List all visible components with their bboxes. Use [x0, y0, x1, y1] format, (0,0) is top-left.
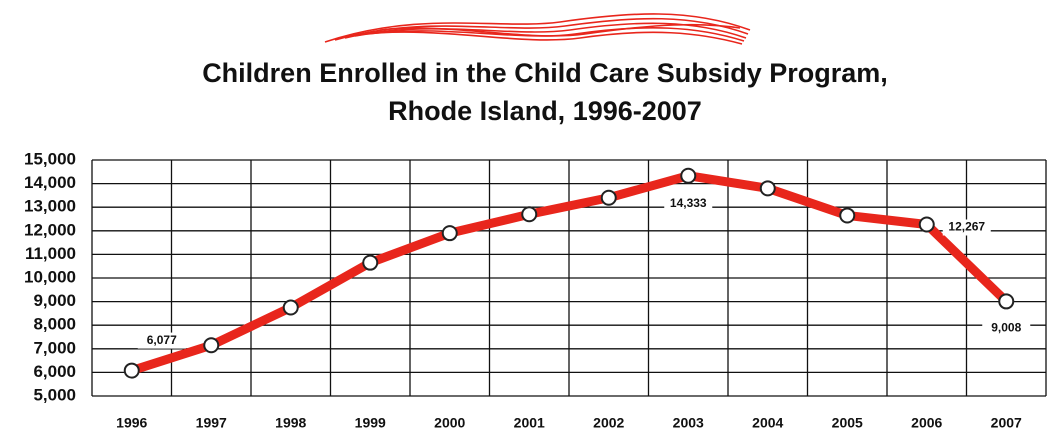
y-tick-label: 5,000 [33, 385, 76, 404]
data-point [600, 189, 617, 206]
x-tick-label: 2007 [991, 415, 1022, 431]
x-tick-label: 1998 [275, 415, 306, 431]
y-tick-label: 12,000 [24, 220, 76, 239]
x-tick-label: 2000 [434, 415, 465, 431]
y-tick-label: 15,000 [24, 149, 76, 168]
chart-title: Children Enrolled in the Child Care Subs… [202, 58, 888, 126]
x-tick-label: 1999 [355, 415, 386, 431]
y-tick-label: 14,000 [24, 173, 76, 192]
data-point [759, 180, 776, 197]
x-tick-label: 2006 [911, 415, 942, 431]
data-point [203, 337, 220, 354]
x-tick-label: 2002 [593, 415, 624, 431]
x-tick-label: 1996 [116, 415, 147, 431]
y-tick-label: 8,000 [33, 315, 76, 334]
x-tick-label: 2001 [514, 415, 545, 431]
x-tick-label: 1997 [196, 415, 227, 431]
data-line [130, 171, 1010, 375]
x-tick-label: 2005 [832, 415, 863, 431]
data-point [362, 254, 379, 271]
data-point [918, 216, 935, 233]
data-point [123, 362, 140, 379]
x-tick-label: 2004 [752, 415, 783, 431]
label-background [982, 320, 1031, 337]
label-background [942, 219, 991, 236]
data-point [282, 299, 299, 316]
data-point [441, 225, 458, 242]
y-tick-label: 10,000 [24, 267, 76, 286]
y-tick-label: 13,000 [24, 197, 76, 216]
label-background [664, 195, 713, 212]
value-label: 9,008 [991, 321, 1021, 335]
data-point [680, 167, 697, 184]
data-point [521, 206, 538, 223]
label-background [137, 332, 186, 349]
decoration [324, 13, 751, 45]
y-tick-label: 11,000 [25, 244, 76, 263]
y-tick-label: 6,000 [33, 362, 76, 381]
y-tick-label: 9,000 [33, 291, 76, 310]
value-label: 6,077 [147, 333, 177, 347]
data-point [998, 293, 1015, 310]
data-point [839, 207, 856, 224]
value-label: 12,267 [948, 220, 985, 234]
value-label: 14,333 [670, 196, 707, 210]
x-tick-label: 2003 [673, 415, 704, 431]
y-tick-label: 7,000 [33, 338, 76, 357]
